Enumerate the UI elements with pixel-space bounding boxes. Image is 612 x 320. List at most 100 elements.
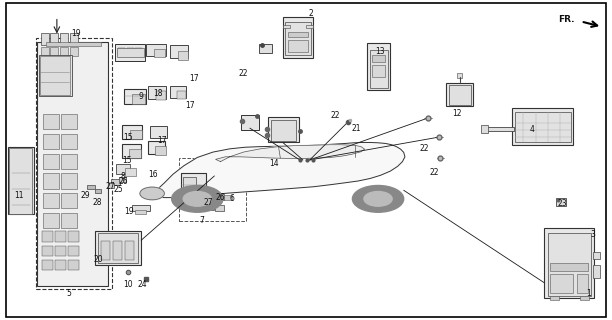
- Bar: [125, 168, 136, 176]
- Bar: [512, 108, 573, 145]
- Bar: [125, 241, 135, 260]
- Text: 14: 14: [269, 159, 279, 168]
- Bar: [111, 179, 120, 185]
- Bar: [95, 231, 141, 265]
- Bar: [129, 149, 141, 158]
- Text: FR.: FR.: [558, 15, 575, 24]
- Bar: [118, 49, 125, 55]
- Circle shape: [353, 186, 404, 212]
- Bar: [132, 205, 151, 211]
- Bar: [271, 120, 296, 141]
- Bar: [61, 154, 77, 169]
- Text: 5: 5: [67, 289, 72, 298]
- Bar: [446, 83, 473, 107]
- Bar: [99, 233, 138, 263]
- Bar: [40, 56, 70, 95]
- Bar: [577, 274, 588, 293]
- Text: 7: 7: [200, 216, 204, 225]
- Text: 13: 13: [376, 47, 386, 56]
- Bar: [288, 40, 308, 52]
- Bar: [146, 44, 166, 56]
- Bar: [122, 144, 141, 158]
- Bar: [372, 65, 386, 77]
- Text: 23: 23: [558, 198, 567, 207]
- Text: 27: 27: [203, 197, 213, 206]
- Bar: [113, 241, 122, 260]
- Text: 22: 22: [239, 69, 248, 78]
- Bar: [544, 228, 594, 298]
- Bar: [224, 195, 232, 200]
- Bar: [132, 94, 146, 104]
- Text: 17: 17: [157, 136, 166, 145]
- Bar: [8, 147, 34, 214]
- Bar: [124, 89, 146, 104]
- Bar: [156, 92, 166, 100]
- Polygon shape: [151, 142, 405, 197]
- Bar: [215, 194, 223, 199]
- Bar: [101, 241, 110, 260]
- Circle shape: [171, 186, 223, 212]
- Bar: [177, 51, 187, 60]
- Bar: [69, 231, 80, 242]
- Bar: [283, 25, 290, 28]
- Bar: [40, 47, 48, 56]
- Text: 1: 1: [586, 289, 591, 298]
- Text: 15: 15: [122, 156, 132, 165]
- Text: 11: 11: [14, 191, 24, 200]
- Bar: [130, 130, 142, 139]
- Bar: [108, 183, 114, 188]
- Bar: [36, 38, 113, 289]
- Bar: [95, 189, 102, 193]
- Bar: [127, 49, 133, 55]
- Bar: [61, 134, 77, 149]
- Bar: [283, 17, 313, 58]
- Bar: [43, 213, 59, 228]
- Bar: [43, 134, 59, 149]
- Bar: [55, 260, 66, 270]
- Bar: [61, 114, 77, 129]
- Bar: [135, 210, 146, 214]
- Bar: [372, 55, 386, 62]
- Bar: [285, 22, 311, 55]
- Bar: [170, 86, 185, 98]
- Text: 20: 20: [94, 255, 103, 264]
- Bar: [457, 73, 462, 78]
- Bar: [55, 231, 66, 242]
- Bar: [155, 146, 166, 155]
- Bar: [550, 296, 559, 300]
- Bar: [370, 50, 388, 88]
- Bar: [204, 204, 214, 210]
- Text: 12: 12: [453, 109, 462, 118]
- Bar: [43, 154, 59, 169]
- Text: 15: 15: [123, 133, 133, 142]
- Circle shape: [364, 191, 392, 206]
- Bar: [135, 49, 142, 55]
- Text: 26: 26: [118, 177, 128, 186]
- Bar: [268, 117, 299, 142]
- Bar: [179, 158, 246, 220]
- Bar: [61, 213, 77, 228]
- Bar: [43, 114, 59, 129]
- Bar: [154, 49, 165, 57]
- Bar: [548, 233, 591, 296]
- Bar: [117, 48, 144, 57]
- Bar: [69, 246, 80, 256]
- Bar: [116, 164, 130, 174]
- Bar: [149, 86, 166, 99]
- Circle shape: [140, 187, 165, 200]
- Bar: [9, 148, 32, 213]
- Bar: [593, 252, 600, 260]
- Bar: [61, 193, 77, 208]
- Bar: [39, 55, 72, 96]
- Circle shape: [183, 191, 211, 206]
- Bar: [215, 205, 223, 211]
- Text: 27: 27: [106, 182, 116, 191]
- Polygon shape: [215, 145, 365, 162]
- Bar: [580, 296, 589, 300]
- Text: 22: 22: [420, 144, 429, 153]
- Bar: [55, 246, 66, 256]
- Bar: [60, 33, 68, 45]
- Text: 4: 4: [529, 125, 534, 134]
- Bar: [47, 42, 102, 46]
- Bar: [593, 265, 600, 278]
